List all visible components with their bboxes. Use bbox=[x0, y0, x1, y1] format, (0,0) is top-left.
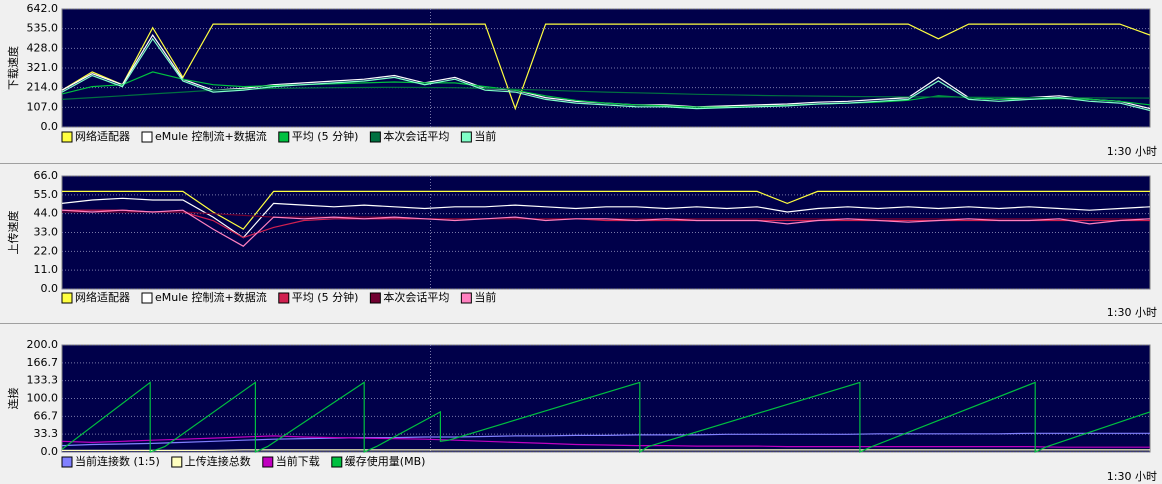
legend-label: 上传连接总数 bbox=[185, 454, 251, 468]
legend-swatch bbox=[61, 292, 73, 304]
series-line bbox=[61, 86, 1151, 100]
legend-label: 当前 bbox=[474, 290, 496, 304]
y-axis-label: 连接 bbox=[7, 388, 20, 410]
series-line bbox=[61, 435, 1150, 448]
legend-swatch bbox=[460, 292, 472, 304]
y-tick-label: 55.0 bbox=[34, 188, 59, 201]
y-tick-label: 66.7 bbox=[34, 409, 59, 422]
series-line bbox=[62, 190, 1150, 230]
y-tick-label: 321.0 bbox=[27, 61, 59, 74]
y-tick-label: 133.3 bbox=[27, 374, 59, 387]
y-tick-label: 107.0 bbox=[27, 100, 59, 113]
legend-swatch bbox=[171, 456, 183, 468]
x-span-label: 1:30 小时 bbox=[1107, 306, 1157, 319]
legend-swatch bbox=[369, 131, 381, 143]
y-tick-label: 642.0 bbox=[27, 2, 59, 15]
series-line bbox=[61, 381, 1151, 454]
legend-swatch bbox=[460, 131, 472, 143]
x-span-label: 1:30 小时 bbox=[1107, 470, 1157, 483]
legend-label: 平均 (5 分钟) bbox=[292, 129, 359, 143]
series-line bbox=[62, 209, 1150, 239]
legend-swatch bbox=[278, 131, 290, 143]
series-line bbox=[62, 449, 1150, 451]
y-tick-label: 0.0 bbox=[41, 120, 59, 133]
legend-swatch bbox=[369, 292, 381, 304]
series-line bbox=[61, 37, 1151, 112]
y-tick-label: 22.0 bbox=[34, 244, 59, 257]
x-span-label: 1:30 小时 bbox=[1107, 145, 1157, 158]
y-tick-label: 200.0 bbox=[27, 338, 59, 351]
y-tick-label: 11.0 bbox=[34, 263, 59, 276]
legend-label: eMule 控制流+数据流 bbox=[155, 129, 267, 143]
legend-label: 平均 (5 分钟) bbox=[292, 290, 359, 304]
legend-label: 本次会话平均 bbox=[383, 290, 449, 304]
series-line bbox=[61, 209, 1151, 247]
legend-label: 网络适配器 bbox=[75, 129, 130, 143]
legend-label: 网络适配器 bbox=[75, 290, 130, 304]
legend-label: 缓存使用量(MB) bbox=[345, 454, 426, 468]
legend-swatch bbox=[141, 292, 153, 304]
legend-label: 本次会话平均 bbox=[383, 129, 449, 143]
y-tick-label: 428.0 bbox=[27, 41, 59, 54]
legend-label: eMule 控制流+数据流 bbox=[155, 290, 267, 304]
y-tick-label: 33.0 bbox=[34, 226, 59, 239]
y-tick-label: 166.7 bbox=[27, 356, 59, 369]
series-line bbox=[61, 23, 1151, 111]
legend-swatch bbox=[61, 131, 73, 143]
y-tick-label: 44.0 bbox=[34, 207, 59, 220]
legend-swatch bbox=[278, 292, 290, 304]
series-line bbox=[61, 432, 1150, 447]
y-tick-label: 0.0 bbox=[41, 282, 59, 295]
y-axis-label: 下载速度 bbox=[6, 46, 20, 90]
y-tick-label: 66.0 bbox=[34, 169, 59, 182]
y-tick-label: 33.3 bbox=[34, 427, 59, 440]
legend-label: 当前下载 bbox=[276, 454, 320, 468]
legend-label: 当前连接数 (1:5) bbox=[75, 454, 160, 468]
legend-swatch bbox=[61, 456, 73, 468]
y-axis-label: 上传速度 bbox=[6, 211, 20, 255]
legend-swatch bbox=[331, 456, 343, 468]
legend-label: 当前 bbox=[474, 129, 496, 143]
y-tick-label: 214.0 bbox=[27, 81, 59, 94]
legend-swatch bbox=[141, 131, 153, 143]
legend-swatch bbox=[262, 456, 274, 468]
y-tick-label: 535.0 bbox=[27, 22, 59, 35]
y-tick-label: 100.0 bbox=[27, 392, 59, 405]
y-tick-label: 0.0 bbox=[41, 445, 59, 458]
